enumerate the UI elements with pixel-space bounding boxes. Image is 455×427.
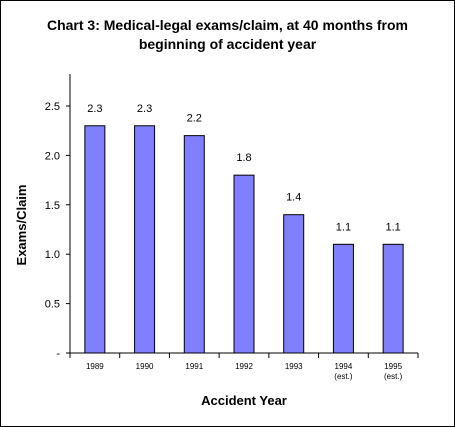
x-axis-label: Accident Year bbox=[201, 393, 287, 408]
data-label: 2.2 bbox=[187, 113, 202, 125]
bar bbox=[382, 243, 404, 354]
y-tick-label: 2.0 bbox=[45, 150, 60, 162]
x-tick-label: 1990 bbox=[136, 362, 154, 371]
bars: 2.3 2.3 2.2 1.8 1.4 1.1 1.1 bbox=[84, 103, 404, 354]
bar bbox=[283, 214, 305, 354]
chart-title-line1: Chart 3: Medical-legal exams/claim, at 4… bbox=[46, 17, 408, 33]
y-tick-label: 0.5 bbox=[45, 299, 60, 311]
data-label: 2.3 bbox=[87, 103, 102, 115]
y-tick-label: - bbox=[56, 348, 60, 360]
data-label: 1.8 bbox=[236, 152, 251, 164]
data-label: 1.4 bbox=[286, 192, 301, 204]
data-label: 1.1 bbox=[385, 221, 400, 233]
bar bbox=[84, 125, 106, 354]
y-tick-label: 1.5 bbox=[45, 200, 60, 212]
x-tick-label: 1992 bbox=[235, 362, 253, 371]
y-tick-label: 2.5 bbox=[45, 101, 60, 113]
chart-title-line2: beginning of accident year bbox=[138, 36, 317, 52]
y-tick-label: 1.0 bbox=[45, 249, 60, 261]
x-tick-label: 1993 bbox=[285, 362, 303, 371]
data-label: 2.3 bbox=[137, 103, 152, 115]
y-axis-label: Exams/Claim bbox=[14, 185, 29, 266]
data-label: 1.1 bbox=[336, 221, 351, 233]
bar bbox=[233, 174, 255, 354]
x-tick-sublabel: (est.) bbox=[384, 372, 403, 381]
bar bbox=[134, 125, 156, 354]
x-tick-label: 1989 bbox=[86, 362, 104, 371]
x-tick-label: 1991 bbox=[185, 362, 203, 371]
x-tick-sublabel: (est.) bbox=[334, 372, 353, 381]
bar bbox=[332, 243, 354, 354]
x-tick-label: 1995 bbox=[384, 362, 402, 371]
chart-title: Chart 3: Medical-legal exams/claim, at 4… bbox=[0, 16, 455, 54]
bar bbox=[183, 135, 205, 354]
x-tick-label: 1994 bbox=[335, 362, 353, 371]
axes: - 0.5 1.0 1.5 2.0 2.5 1989 1990 1991 1992 1993 1994… bbox=[45, 74, 419, 381]
